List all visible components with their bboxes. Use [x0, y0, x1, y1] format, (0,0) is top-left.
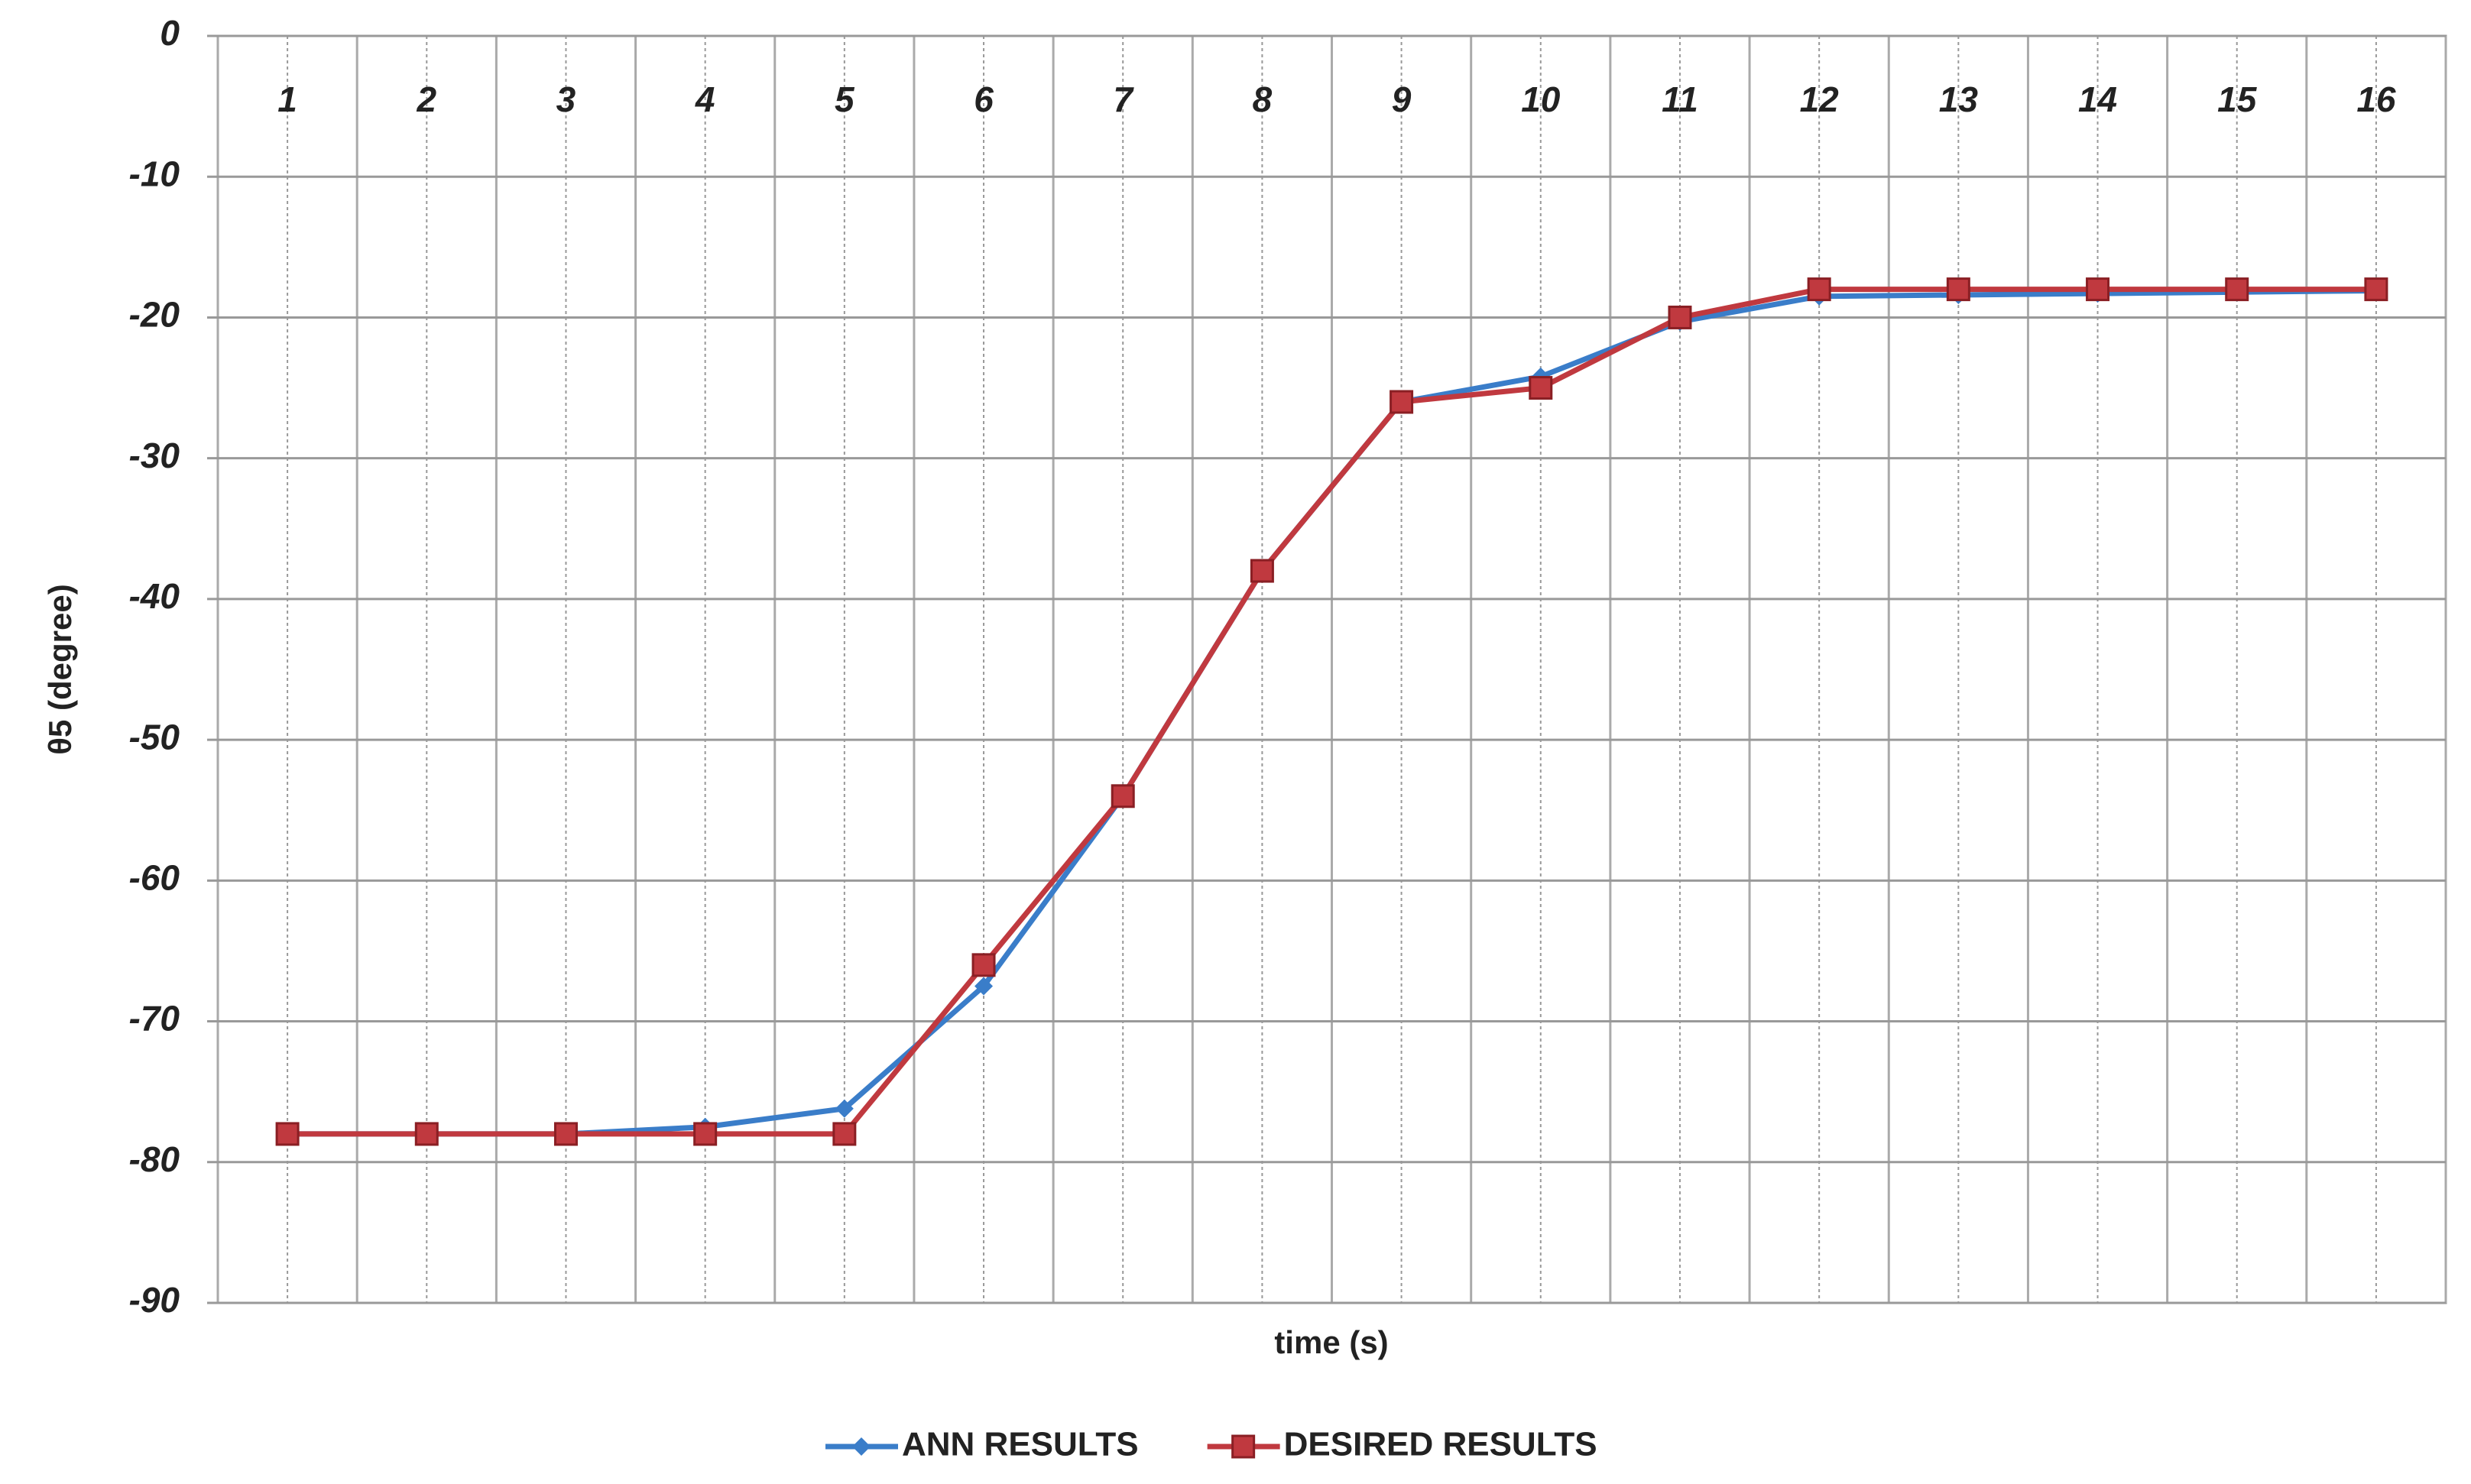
x-tick-label: 1 [277, 79, 297, 119]
marker [275, 1122, 300, 1146]
y-tick-label: -50 [129, 717, 180, 757]
legend-marker [852, 1437, 871, 1456]
x-tick-label: 15 [2217, 79, 2258, 119]
marker [414, 1122, 439, 1146]
marker [1529, 376, 1553, 400]
y-tick-label: -70 [129, 999, 180, 1038]
x-tick-label: 10 [1521, 79, 1561, 119]
series-line [287, 287, 2376, 1137]
marker [971, 953, 996, 977]
marker [835, 1099, 854, 1118]
y-axis-title: θ5 (degree) [42, 584, 78, 754]
marker [2225, 277, 2249, 302]
x-tick-label: 14 [2078, 79, 2117, 119]
marker [1668, 305, 1692, 329]
marker [2086, 277, 2110, 302]
y-tick-label: -10 [129, 154, 180, 193]
marker [974, 977, 994, 996]
x-tick-label: 6 [974, 79, 994, 119]
y-tick-label: -20 [129, 295, 180, 335]
y-tick-label: -30 [129, 436, 180, 475]
x-tick-label: 11 [1662, 79, 1698, 119]
marker [1390, 390, 1414, 414]
x-tick-label: 9 [1392, 79, 1412, 119]
x-tick-label: 7 [1113, 79, 1134, 119]
marker [1807, 277, 1831, 302]
y-tick-label: -60 [129, 857, 180, 897]
marker [553, 1122, 578, 1146]
x-tick-label: 8 [1253, 79, 1273, 119]
x-tick-label: 16 [2356, 79, 2396, 119]
marker [832, 1122, 857, 1146]
y-tick-label: -80 [129, 1139, 180, 1179]
y-tick-label: -40 [129, 576, 180, 616]
x-tick-label: 12 [1800, 79, 1840, 119]
marker [1250, 559, 1274, 583]
x-tick-label: 4 [695, 79, 715, 119]
y-tick-label: 0 [160, 13, 180, 53]
x-tick-label: 13 [1939, 79, 1979, 119]
marker [1111, 784, 1135, 808]
y-tick-label: -90 [129, 1280, 180, 1320]
legend-label: DESIRED RESULTS [1284, 1426, 1597, 1463]
x-axis-title: time (s) [1274, 1324, 1388, 1360]
legend-marker [1231, 1434, 1256, 1459]
marker [693, 1122, 718, 1146]
x-tick-label: 5 [835, 79, 855, 119]
x-tick-label: 3 [556, 79, 576, 119]
marker [2364, 277, 2388, 302]
marker [1946, 277, 1970, 302]
legend-label: ANN RESULTS [902, 1426, 1139, 1463]
x-tick-label: 2 [416, 79, 436, 119]
